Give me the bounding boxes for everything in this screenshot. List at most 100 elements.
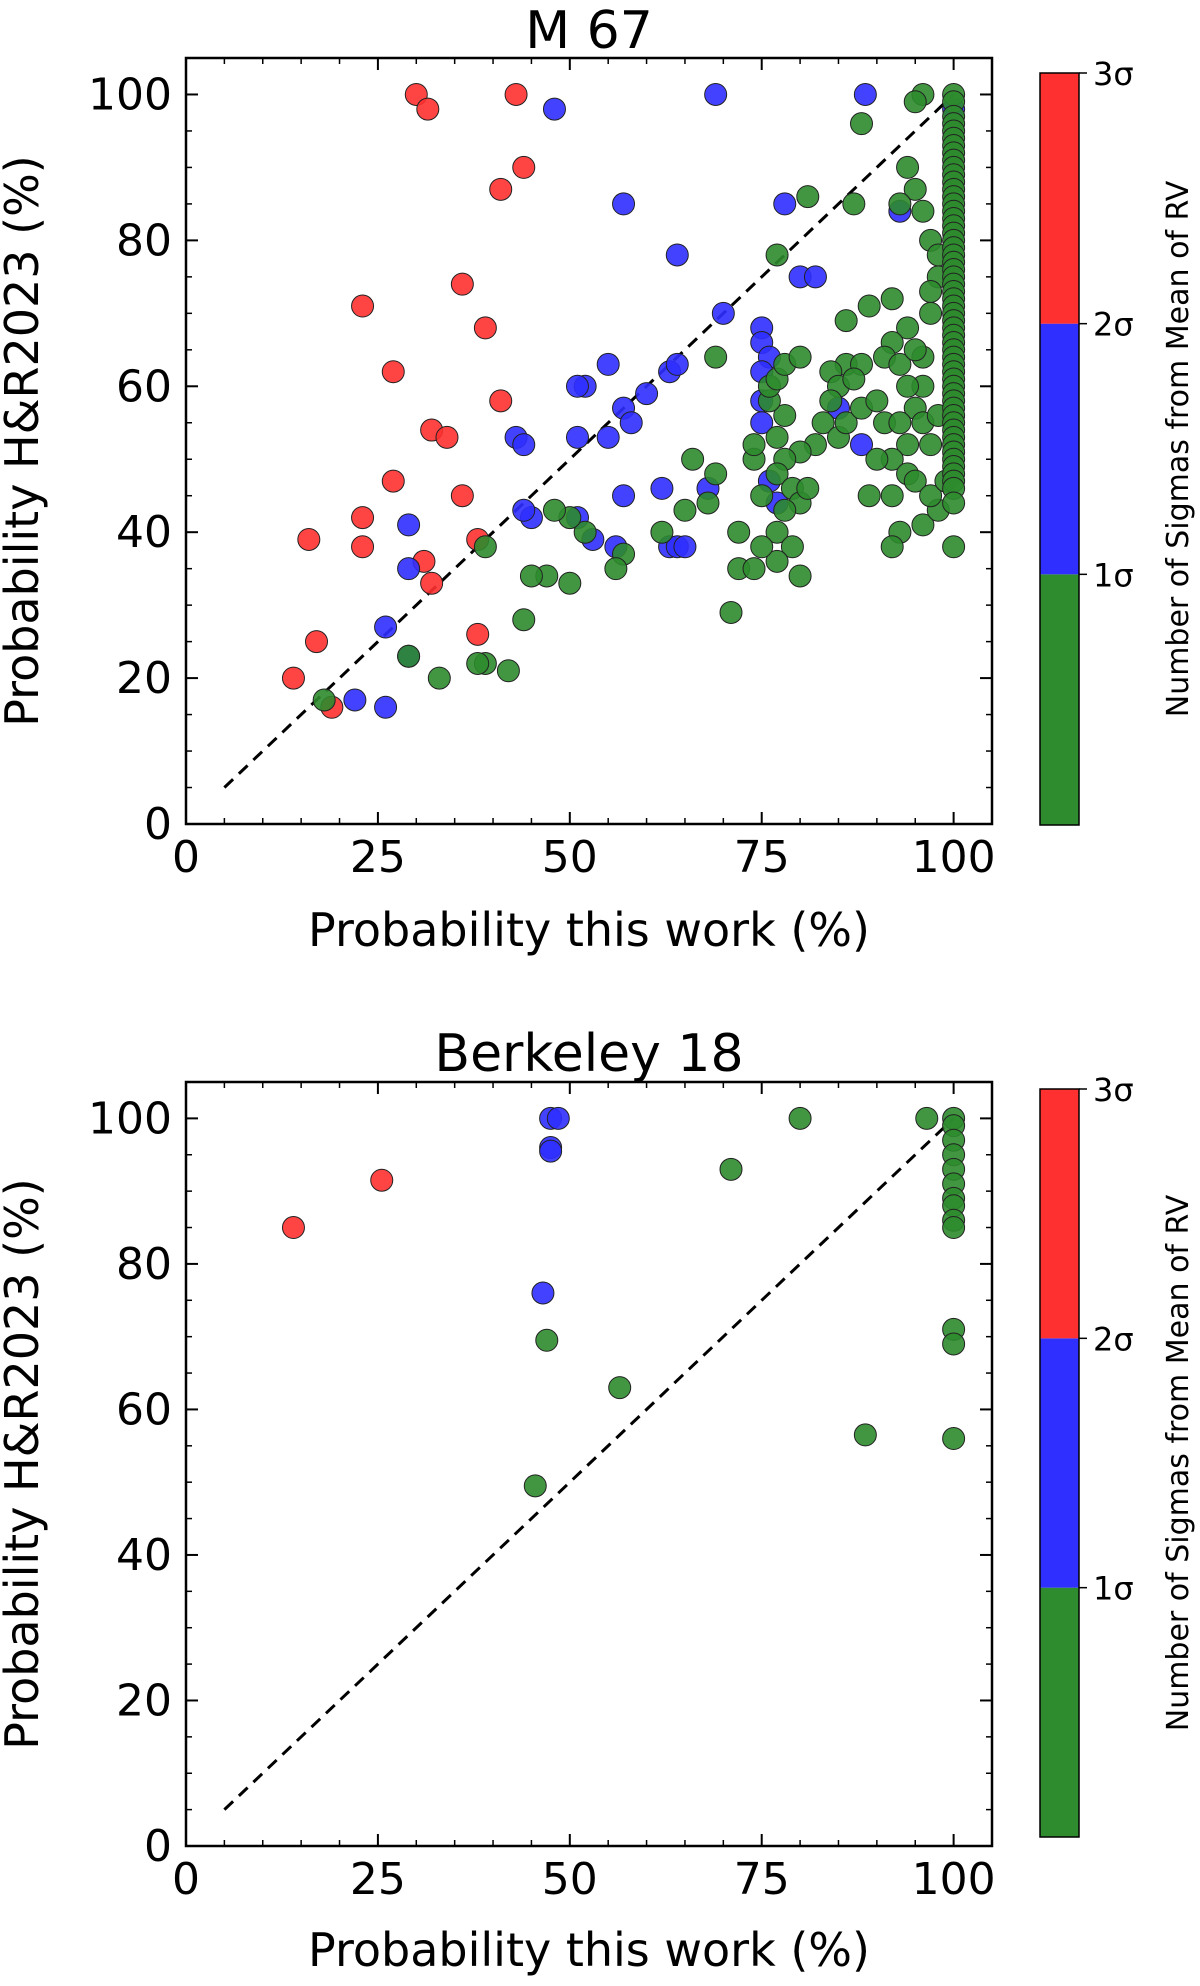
scatter-point	[565, 374, 589, 398]
axis-ticks: 0 25 50 75 100 0 20 40 60 80 100	[88, 57, 996, 883]
scatter-point	[915, 1106, 939, 1130]
scatter-point	[466, 622, 490, 646]
scatter-point	[880, 484, 904, 508]
reference-line-group	[223, 1117, 955, 1811]
scatter-point	[765, 462, 789, 486]
scatter-point	[773, 403, 797, 427]
colorbar: 1σ 2σ 3σ	[1039, 55, 1134, 826]
scatter-point	[397, 644, 421, 668]
scatter-point	[535, 1328, 559, 1352]
y-tick-label: 60	[116, 1384, 172, 1435]
scatter-point	[842, 367, 866, 391]
scatter-point	[880, 535, 904, 559]
scatter-point	[819, 389, 843, 413]
scatter-point	[811, 411, 835, 435]
scatter-point	[416, 97, 440, 121]
scatter-point	[880, 287, 904, 311]
y-tick-label: 20	[116, 1675, 172, 1726]
scatter-point	[635, 382, 659, 406]
scatter-point	[750, 535, 774, 559]
scatter-point	[374, 615, 398, 639]
scatter-point	[370, 1168, 394, 1192]
plot-frame	[184, 56, 994, 826]
scatter-point	[612, 484, 636, 508]
scatter-point	[281, 666, 305, 690]
scatter-point	[719, 1157, 743, 1181]
colorbar-segment	[1040, 1338, 1079, 1588]
scatter-point	[788, 564, 812, 588]
y-tick-label: 40	[116, 507, 172, 558]
scatter-point	[374, 695, 398, 719]
scatter-point	[519, 564, 543, 588]
y-tick-label: 20	[116, 653, 172, 704]
colorbar-tick-label: 3σ	[1093, 55, 1134, 93]
scatter-point	[773, 498, 797, 522]
scatter-point	[888, 192, 912, 216]
colorbar-segment	[1040, 73, 1079, 324]
scatter-point	[704, 82, 728, 106]
colorbar-segment	[1040, 323, 1079, 575]
scatter-point	[903, 469, 927, 493]
scatter-point	[896, 374, 920, 398]
scatter-point	[650, 520, 674, 544]
scatter-point	[504, 82, 528, 106]
scatter-point	[942, 1332, 966, 1356]
scatter-point	[711, 301, 735, 325]
scatter-point	[523, 1474, 547, 1498]
scatter-point	[539, 1139, 563, 1163]
scatter-point	[942, 1216, 966, 1240]
scatter-point	[496, 659, 520, 683]
scatter-point	[608, 1376, 632, 1400]
colorbar-segment	[1040, 1587, 1079, 1837]
scatter-point	[750, 411, 774, 435]
scatter-point	[842, 192, 866, 216]
scatter-point	[343, 688, 367, 712]
plot-frame	[184, 1080, 994, 1848]
scatter-point	[512, 155, 536, 179]
scatter-point	[834, 309, 858, 333]
scatter-point	[466, 652, 490, 676]
scatter-point	[512, 433, 536, 457]
scatter-point	[704, 345, 728, 369]
x-tick-label: 50	[542, 832, 598, 883]
scatter-point	[765, 425, 789, 449]
scatter-point	[427, 666, 451, 690]
scatter-point	[857, 484, 881, 508]
scatter-point	[911, 199, 935, 223]
x-axis-label: Probability this work (%)	[308, 903, 870, 957]
colorbar-segment	[1040, 1089, 1079, 1339]
reference-line	[223, 93, 955, 789]
y-tick-label: 60	[116, 361, 172, 412]
colorbar-segment	[1040, 574, 1079, 825]
scatter-point	[942, 535, 966, 559]
scatter-point	[450, 272, 474, 296]
scatter-point	[619, 411, 643, 435]
scatter-point	[727, 520, 751, 544]
scatter-point	[919, 279, 943, 303]
scatter-point	[381, 469, 405, 493]
colorbar-tick-label: 2σ	[1093, 306, 1134, 344]
scatter-point	[665, 243, 689, 267]
scatter-point	[704, 462, 728, 486]
scatter-point	[788, 345, 812, 369]
scatter-point	[942, 1427, 966, 1451]
y-tick-label: 80	[116, 1239, 172, 1290]
colorbar-tick-label: 1σ	[1093, 1570, 1134, 1608]
scatter-point	[719, 600, 743, 624]
y-tick-label: 100	[88, 1093, 172, 1144]
scatter-point	[865, 389, 889, 413]
x-tick-label: 25	[350, 832, 406, 883]
reference-line	[223, 1117, 955, 1811]
colorbar-tick-label: 3σ	[1093, 1071, 1134, 1109]
colorbar: 1σ 2σ 3σ	[1039, 1071, 1134, 1838]
scatter-point	[919, 301, 943, 325]
scatter-point	[297, 527, 321, 551]
x-tick-label: 100	[912, 1854, 996, 1905]
scatter-point	[888, 352, 912, 376]
scatter-point	[665, 352, 689, 376]
chart-title: M 67	[525, 1, 653, 61]
scatter-point	[473, 535, 497, 559]
scatter-point	[896, 155, 920, 179]
scatter-point	[780, 535, 804, 559]
colorbar-tick-label: 2σ	[1093, 1320, 1134, 1358]
